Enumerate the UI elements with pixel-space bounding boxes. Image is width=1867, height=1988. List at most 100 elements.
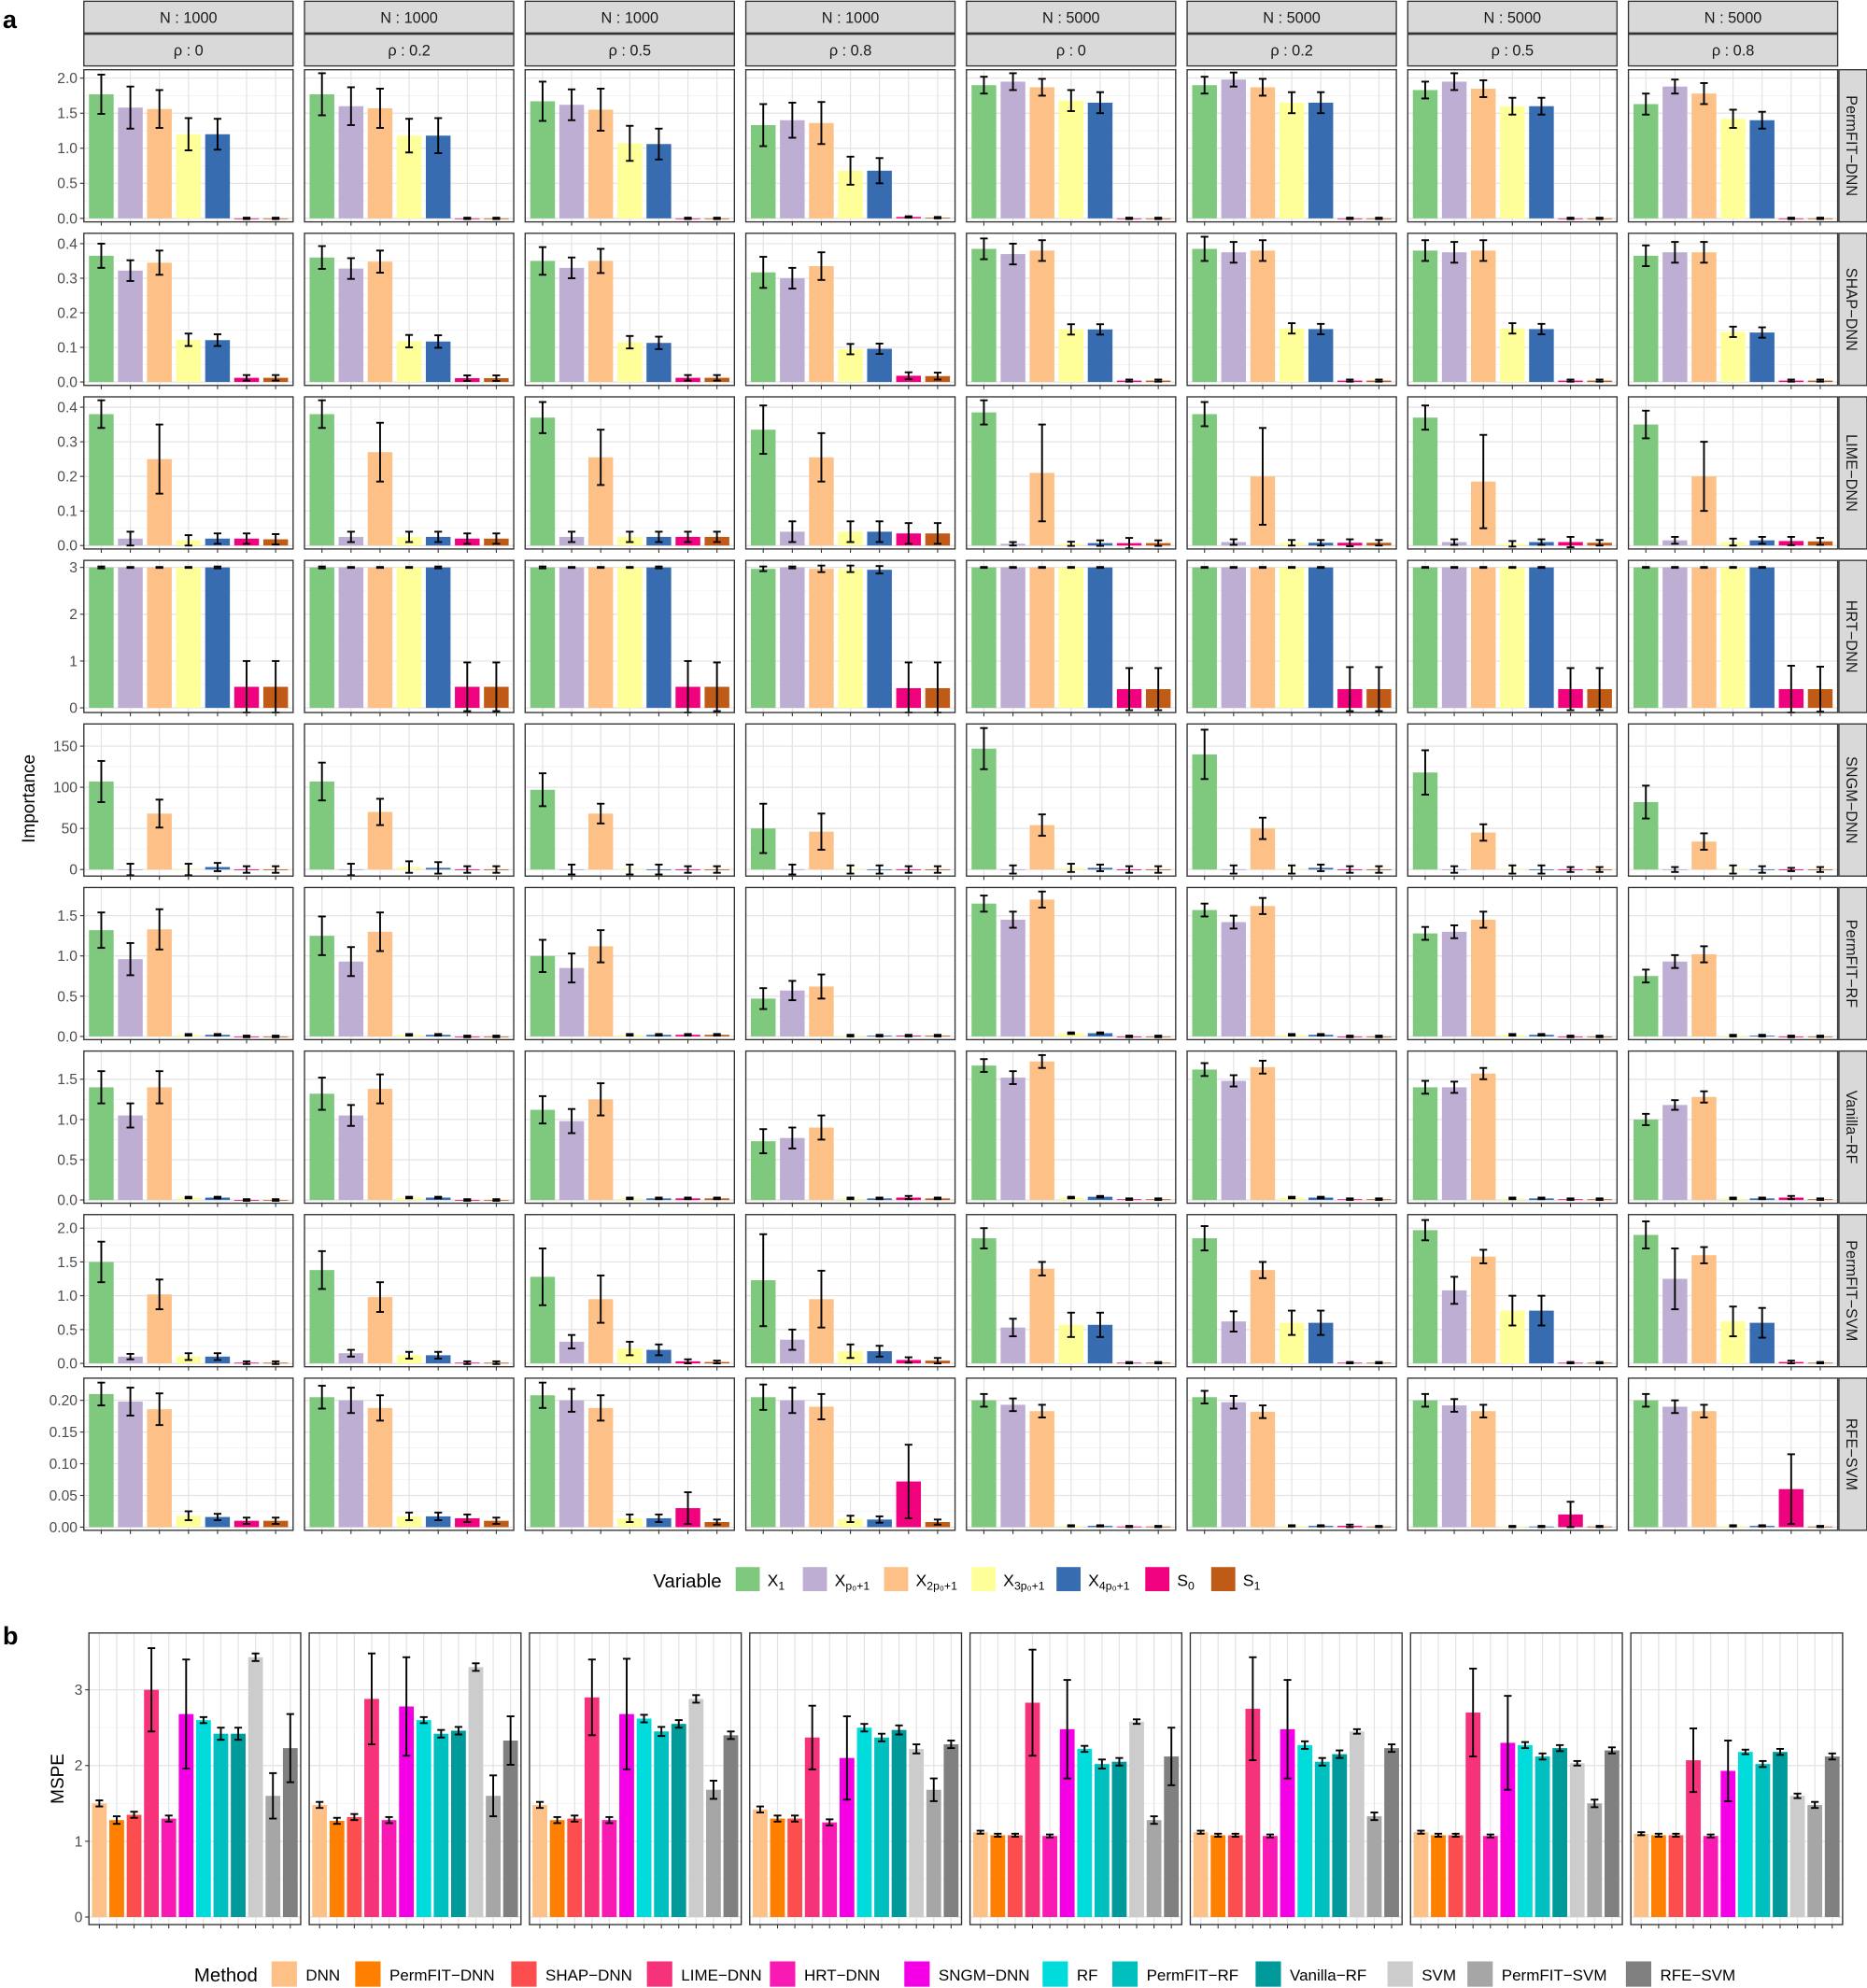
error-bar xyxy=(1421,1079,1430,1095)
error-bar xyxy=(1258,896,1267,915)
error-bar xyxy=(1287,322,1296,335)
panel-background xyxy=(969,1632,1182,1925)
importance-facet-grid: N : 1000 ρ : 0 N : 1000 ρ : 0.2 N : 1000 ρ : … xyxy=(50,0,1867,1536)
strip-rho xyxy=(524,33,736,67)
error-bar xyxy=(1200,1225,1209,1252)
bar xyxy=(1029,1268,1054,1364)
error-bar xyxy=(597,1082,605,1117)
panel-background xyxy=(749,1632,962,1925)
error-bar xyxy=(1287,864,1296,875)
error-bar xyxy=(980,1392,988,1408)
error-bar xyxy=(1479,910,1488,929)
panel-border xyxy=(1407,559,1619,713)
error-bar xyxy=(1124,1525,1134,1529)
error-bar xyxy=(1258,566,1267,570)
error-bar xyxy=(347,1387,355,1415)
y-tick-label: 0.05 xyxy=(50,1488,78,1504)
bar xyxy=(213,1733,229,1917)
y-tick-label: 0 xyxy=(75,1910,83,1925)
error-bar xyxy=(846,343,855,356)
bar xyxy=(559,1121,585,1201)
bar xyxy=(1529,329,1554,383)
error-bar xyxy=(1479,433,1488,529)
error-bar xyxy=(318,1249,326,1290)
error-bar xyxy=(846,1196,855,1201)
bar xyxy=(1250,1066,1276,1201)
strip-method xyxy=(1838,886,1867,1041)
error-bar xyxy=(597,566,605,570)
error-bar xyxy=(126,530,134,547)
bar xyxy=(809,1406,834,1528)
panel-border xyxy=(308,1632,522,1925)
bar xyxy=(178,1713,194,1917)
error-bar xyxy=(1115,1756,1124,1767)
bar xyxy=(1441,81,1467,219)
error-bar xyxy=(655,530,663,543)
error-bar xyxy=(1787,1194,1795,1201)
panel-border xyxy=(1407,723,1619,877)
facet-panel xyxy=(1627,68,1839,226)
strip-rho-label: ρ : 0.8 xyxy=(829,43,871,60)
error-bar xyxy=(904,1444,912,1519)
error-bar xyxy=(1067,566,1075,570)
error-bar xyxy=(272,1516,280,1526)
error-bar xyxy=(213,1513,221,1521)
bar xyxy=(347,1816,362,1917)
error-bar xyxy=(568,1333,576,1350)
error-bar xyxy=(1154,539,1163,547)
error-bar xyxy=(506,1715,515,1766)
facet-panel xyxy=(524,723,736,881)
error-bar xyxy=(318,1077,326,1111)
bar xyxy=(559,567,585,709)
facet-panel: 0.0 0.5 1.0 1.5 xyxy=(57,1050,294,1209)
error-bar xyxy=(233,1727,243,1741)
error-bar xyxy=(904,215,912,219)
bar xyxy=(780,1400,805,1528)
error-bar xyxy=(199,1715,207,1725)
bar xyxy=(309,257,334,383)
panel-border xyxy=(966,559,1177,713)
panel-border xyxy=(524,1377,736,1531)
y-tick-label: 100 xyxy=(53,781,78,797)
mspe-panel xyxy=(1189,1632,1403,1929)
error-bar xyxy=(434,1511,443,1521)
error-bar xyxy=(1067,323,1075,336)
bar xyxy=(1441,567,1467,709)
facet-panel xyxy=(304,233,515,389)
error-bar xyxy=(155,89,163,129)
error-bar xyxy=(929,1777,938,1802)
error-bar xyxy=(404,1033,414,1037)
y-tick-label: 150 xyxy=(53,740,78,755)
facet-panel xyxy=(1186,68,1397,226)
error-bar xyxy=(1009,72,1017,92)
error-bar xyxy=(875,157,884,185)
panel-border xyxy=(1186,1377,1397,1531)
bar xyxy=(1279,102,1305,219)
bar xyxy=(839,1757,855,1917)
bar xyxy=(1250,906,1276,1036)
error-bar xyxy=(1421,1219,1430,1242)
error-bar xyxy=(538,80,547,122)
error-bar xyxy=(535,1800,545,1810)
error-bar xyxy=(1196,1829,1205,1835)
panel-border xyxy=(304,1377,515,1531)
error-bar xyxy=(568,88,576,121)
error-bar xyxy=(126,566,134,570)
panel-border xyxy=(524,1050,736,1205)
error-bar xyxy=(846,1515,855,1523)
error-bar xyxy=(242,1198,251,1202)
error-bar xyxy=(1154,667,1163,712)
error-bar xyxy=(788,980,797,1002)
error-bar xyxy=(1200,76,1209,95)
bar xyxy=(617,567,643,709)
bar xyxy=(559,105,585,219)
error-bar xyxy=(1067,863,1075,873)
y-tick-label: 0.2 xyxy=(57,305,78,321)
error-bar xyxy=(1096,566,1105,570)
error-bar xyxy=(1700,1246,1708,1264)
error-bar xyxy=(817,812,826,851)
facet-panel xyxy=(304,1214,515,1371)
error-bar xyxy=(1124,537,1134,550)
error-bar xyxy=(1154,865,1163,874)
error-bar xyxy=(1009,910,1017,929)
